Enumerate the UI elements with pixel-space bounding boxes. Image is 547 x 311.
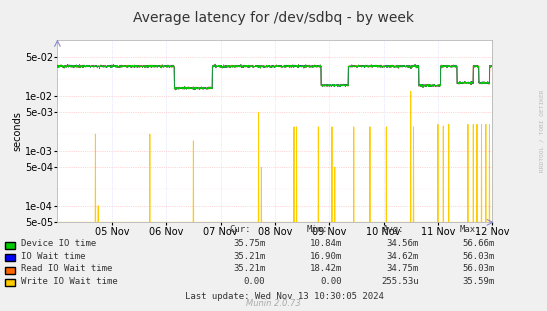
Text: Max:: Max: xyxy=(459,225,481,234)
Y-axis label: seconds: seconds xyxy=(13,111,22,151)
Text: Last update: Wed Nov 13 10:30:05 2024: Last update: Wed Nov 13 10:30:05 2024 xyxy=(185,292,384,300)
Text: 56.03m: 56.03m xyxy=(463,252,495,261)
Text: Cur:: Cur: xyxy=(230,225,251,234)
Text: 16.90m: 16.90m xyxy=(310,252,342,261)
Text: 18.42m: 18.42m xyxy=(310,264,342,273)
Text: Read IO Wait time: Read IO Wait time xyxy=(21,264,112,273)
Text: 56.66m: 56.66m xyxy=(463,239,495,248)
Text: 35.75m: 35.75m xyxy=(233,239,265,248)
Text: Avg:: Avg: xyxy=(383,225,404,234)
Text: 35.59m: 35.59m xyxy=(463,277,495,285)
Text: 35.21m: 35.21m xyxy=(233,264,265,273)
Text: 34.75m: 34.75m xyxy=(386,264,418,273)
Text: IO Wait time: IO Wait time xyxy=(21,252,85,261)
Text: Munin 2.0.73: Munin 2.0.73 xyxy=(246,299,301,308)
Text: Device IO time: Device IO time xyxy=(21,239,96,248)
Text: 0.00: 0.00 xyxy=(244,277,265,285)
Text: Min:: Min: xyxy=(306,225,328,234)
Text: 34.56m: 34.56m xyxy=(386,239,418,248)
Text: Average latency for /dev/sdbq - by week: Average latency for /dev/sdbq - by week xyxy=(133,11,414,25)
Text: 35.21m: 35.21m xyxy=(233,252,265,261)
Text: 255.53u: 255.53u xyxy=(381,277,418,285)
Text: 56.03m: 56.03m xyxy=(463,264,495,273)
Text: Write IO Wait time: Write IO Wait time xyxy=(21,277,118,285)
Text: RRDTOOL / TOBI OETIKER: RRDTOOL / TOBI OETIKER xyxy=(539,89,544,172)
Text: 10.84m: 10.84m xyxy=(310,239,342,248)
Text: 34.62m: 34.62m xyxy=(386,252,418,261)
Text: 0.00: 0.00 xyxy=(321,277,342,285)
